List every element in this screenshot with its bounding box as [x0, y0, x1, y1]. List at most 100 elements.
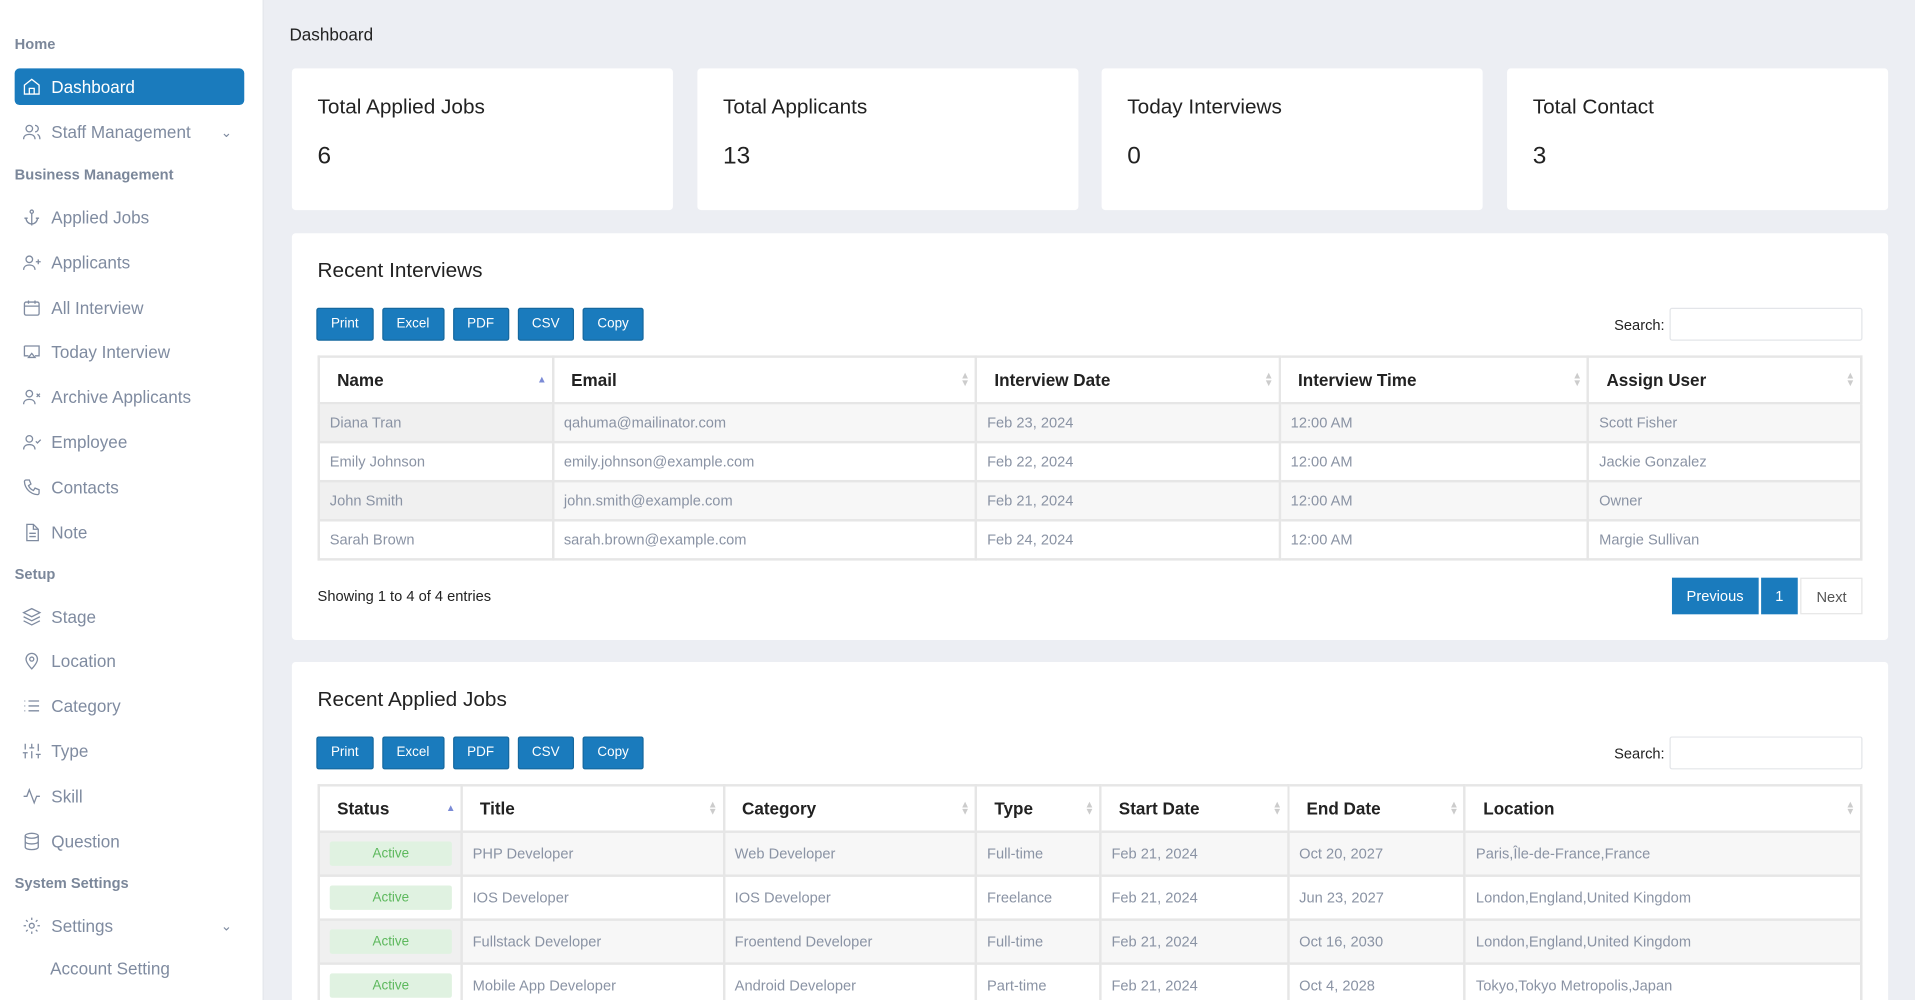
- column-header-label: Assign User: [1606, 370, 1707, 390]
- column-header[interactable]: Name ▲: [317, 355, 555, 405]
- print-button[interactable]: Print: [316, 736, 374, 770]
- sidebar-item-contacts[interactable]: Contacts: [15, 469, 245, 506]
- sidebar-item-label: Skill: [51, 786, 83, 807]
- sort-icon[interactable]: ▲: [537, 373, 547, 385]
- column-header[interactable]: Location ▲ ▼: [1463, 784, 1863, 833]
- sidebar-item-label: Type: [51, 741, 89, 761]
- sidebar-item-stage[interactable]: Stage: [15, 598, 245, 635]
- table-cell: Mobile App Developer: [460, 962, 725, 1000]
- sidebar-item-label: Today Interview: [51, 341, 171, 362]
- sort-icon[interactable]: ▲ ▼: [1572, 370, 1583, 389]
- column-header[interactable]: Assign User ▲ ▼: [1586, 355, 1863, 405]
- sidebar-item-question[interactable]: Question: [15, 823, 245, 860]
- chevron-down-icon[interactable]: ⌄: [220, 919, 233, 934]
- sort-icon[interactable]: ▲ ▼: [1272, 798, 1283, 818]
- table-info: Showing 1 to 4 of 4 entries: [317, 587, 492, 605]
- table-cell: 12:00 AM: [1278, 479, 1590, 522]
- search-label: Search:: [1614, 744, 1665, 762]
- table-cell: John Smith: [317, 479, 555, 522]
- sidebar-item-archive-applicants[interactable]: Archive Applicants: [15, 379, 245, 416]
- csv-button[interactable]: CSV: [517, 736, 575, 770]
- sidebar-item-label: Account Setting: [50, 958, 170, 979]
- excel-button[interactable]: Excel: [381, 307, 444, 341]
- stat-title: Total Applied Jobs: [317, 95, 485, 119]
- sidebar-item-label: Applied Jobs: [51, 207, 150, 228]
- export-buttons: Print Excel PDF CSV Copy: [316, 736, 644, 770]
- pdf-button[interactable]: PDF: [452, 736, 509, 770]
- sidebar-item-applied-jobs[interactable]: Applied Jobs: [15, 199, 245, 236]
- sidebar-item-category[interactable]: Category: [15, 688, 245, 725]
- table-cell: IOS Developer: [722, 874, 978, 921]
- column-header[interactable]: Type ▲ ▼: [974, 784, 1102, 833]
- sidebar-item-label: Location: [51, 650, 116, 671]
- sidebar-item-location[interactable]: Location: [15, 642, 245, 679]
- column-header[interactable]: Category ▲ ▼: [722, 784, 978, 833]
- pdf-button[interactable]: PDF: [452, 307, 509, 341]
- sidebar-item-all-interview[interactable]: All Interview: [15, 289, 245, 326]
- sort-icon[interactable]: ▲ ▼: [1845, 370, 1856, 389]
- table-cell: Feb 22, 2024: [974, 440, 1281, 483]
- sort-icon[interactable]: ▲ ▼: [1084, 798, 1095, 818]
- sidebar-item-account-setting[interactable]: Account Setting: [15, 950, 245, 987]
- sidebar-item-note[interactable]: Note: [15, 514, 245, 551]
- sort-icon[interactable]: ▲: [445, 802, 456, 814]
- sidebar: Home Dashboard Staff Management ⌄ Business M…: [0, 0, 264, 1000]
- copy-button[interactable]: Copy: [582, 736, 644, 770]
- print-button[interactable]: Print: [316, 307, 374, 341]
- column-header[interactable]: Interview Date ▲ ▼: [974, 355, 1281, 405]
- sidebar-item-employee[interactable]: Employee: [15, 424, 245, 461]
- sort-icon[interactable]: ▲ ▼: [707, 798, 718, 818]
- status-cell: Active: [317, 962, 463, 1000]
- sidebar-item-skill[interactable]: Skill: [15, 778, 245, 815]
- stat-value: 6: [317, 142, 332, 170]
- table-cell: Feb 21, 2024: [1099, 830, 1290, 877]
- sidebar-item-staff-management[interactable]: Staff Management ⌄: [15, 114, 245, 151]
- next-button[interactable]: Next: [1800, 577, 1863, 615]
- table-cell: Oct 16, 2030: [1286, 918, 1467, 965]
- sort-icon[interactable]: ▲ ▼: [1263, 370, 1274, 389]
- sidebar-item-label: Question: [51, 831, 120, 852]
- column-header[interactable]: End Date ▲ ▼: [1286, 784, 1467, 833]
- excel-button[interactable]: Excel: [381, 736, 444, 770]
- search-input[interactable]: [1669, 736, 1863, 770]
- sidebar-item-today-interview[interactable]: Today Interview: [15, 333, 245, 370]
- sidebar-item-dashboard[interactable]: Dashboard: [14, 68, 245, 106]
- sidebar-item-label: Home: [14, 35, 56, 53]
- search-input[interactable]: [1669, 307, 1863, 341]
- chevron-down-icon[interactable]: ⌄: [220, 125, 233, 140]
- sidebar-item-type[interactable]: Type: [15, 733, 245, 770]
- table-cell: Owner: [1586, 479, 1863, 522]
- table-row: Active PHP Developer Web Developer Full-tim…: [317, 830, 1863, 877]
- pagination: Previous 1 Next: [1671, 577, 1863, 615]
- sidebar-item-label: Dashboard: [51, 76, 135, 97]
- column-header[interactable]: Start Date ▲ ▼: [1099, 784, 1290, 833]
- sidebar-item-label: Contacts: [51, 477, 119, 498]
- column-header[interactable]: Title ▲ ▼: [460, 784, 725, 833]
- export-buttons: Print Excel PDF CSV Copy: [316, 307, 644, 341]
- page-1-button[interactable]: 1: [1760, 577, 1799, 615]
- sort-icon[interactable]: ▲ ▼: [960, 370, 970, 389]
- copy-button[interactable]: Copy: [582, 307, 644, 341]
- table-cell: Froentend Developer: [722, 918, 978, 965]
- previous-button[interactable]: Previous: [1671, 577, 1759, 615]
- column-header[interactable]: Email ▲ ▼: [551, 355, 978, 405]
- sort-icon[interactable]: ▲ ▼: [1449, 798, 1459, 818]
- csv-button[interactable]: CSV: [517, 307, 575, 341]
- sort-icon[interactable]: ▲ ▼: [960, 798, 970, 818]
- table-cell: Scott Fisher: [1586, 401, 1863, 444]
- stat-title: Total Contact: [1532, 95, 1654, 119]
- breadcrumb: Dashboard: [289, 24, 374, 44]
- column-header[interactable]: Interview Time ▲ ▼: [1278, 355, 1590, 405]
- stat-value: 0: [1127, 142, 1141, 170]
- status-badge: Active: [329, 973, 452, 998]
- sidebar-item-settings[interactable]: Settings ⌄: [15, 907, 245, 944]
- sidebar-section-label: Business Management: [15, 166, 174, 183]
- status-cell: Active: [317, 830, 463, 877]
- stat-card: Total Contact 3: [1507, 68, 1889, 211]
- sidebar-item-applicants[interactable]: Applicants: [15, 244, 245, 281]
- column-header[interactable]: Status ▲: [317, 784, 463, 833]
- table-cell: Feb 21, 2024: [974, 479, 1281, 522]
- sort-icon[interactable]: ▲ ▼: [1845, 798, 1856, 818]
- table-cell: Part-time: [974, 962, 1102, 1000]
- column-header-label: End Date: [1306, 798, 1381, 819]
